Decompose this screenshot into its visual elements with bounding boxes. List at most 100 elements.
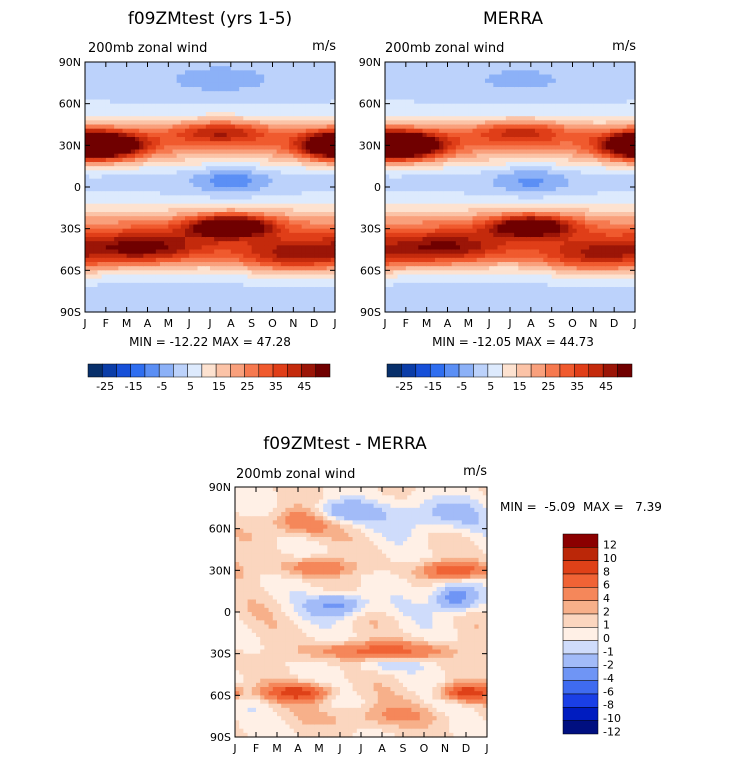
heatmap-cell — [430, 78, 436, 84]
heatmap-cell — [164, 137, 169, 142]
heatmap-cell — [322, 291, 328, 296]
heatmap-cell — [289, 141, 294, 146]
heatmap-cell — [135, 87, 140, 92]
heatmap-cell — [318, 249, 324, 255]
heatmap-cell — [139, 178, 144, 184]
heatmap-cell — [289, 120, 294, 126]
heatmap-cell — [201, 253, 207, 259]
heatmap-cell — [385, 107, 390, 113]
heatmap-cell — [122, 203, 128, 209]
heatmap-cell — [118, 253, 124, 259]
heatmap-cell — [272, 195, 278, 201]
heatmap-cell — [114, 278, 119, 284]
heatmap-cell — [397, 128, 403, 134]
heatmap-cell — [193, 203, 199, 209]
heatmap-cell — [268, 107, 274, 113]
heatmap-cell — [314, 157, 319, 163]
heatmap-cell — [114, 307, 119, 313]
heatmap-cell — [455, 295, 461, 301]
heatmap-cell — [122, 141, 128, 146]
heatmap-cell — [226, 116, 232, 121]
heatmap-cell — [422, 270, 428, 276]
heatmap-cell — [385, 82, 390, 88]
heatmap-cell — [318, 91, 324, 96]
heatmap-cell — [139, 262, 144, 267]
heatmap-cell — [239, 287, 244, 292]
heatmap-cell — [455, 212, 461, 217]
heatmap-cell — [101, 291, 107, 296]
heatmap-cell — [239, 295, 244, 301]
heatmap-cell — [239, 157, 244, 163]
heatmap-cell — [201, 224, 207, 230]
heatmap-cell — [85, 191, 90, 196]
heatmap-cell — [418, 274, 424, 280]
heatmap-cell — [322, 162, 328, 167]
heatmap-cell — [180, 95, 186, 101]
heatmap-cell — [443, 103, 449, 109]
heatmap-cell — [126, 303, 132, 309]
heatmap-cell — [151, 220, 157, 226]
heatmap-cell — [89, 212, 94, 217]
heatmap-cell — [230, 137, 236, 142]
heatmap-cell — [201, 145, 207, 151]
heatmap-cell — [218, 295, 224, 301]
heatmap-cell — [193, 232, 199, 238]
heatmap-cell — [168, 145, 174, 151]
heatmap-cell — [164, 220, 169, 226]
heatmap-cell — [89, 187, 94, 192]
heatmap-cell — [168, 178, 174, 184]
heatmap-cell — [101, 278, 107, 284]
heatmap-cell — [260, 232, 265, 238]
heatmap-cell — [430, 174, 436, 180]
heatmap-cell — [385, 182, 390, 188]
heatmap-cell — [147, 307, 153, 313]
heatmap-cell — [130, 253, 136, 259]
heatmap-cell — [297, 224, 303, 230]
heatmap-cell — [243, 166, 249, 171]
heatmap-cell — [430, 291, 436, 296]
heatmap-cell — [264, 299, 269, 305]
heatmap-cell — [443, 191, 449, 196]
heatmap-cell — [430, 253, 436, 259]
heatmap-cell — [314, 107, 319, 113]
heatmap-cell — [435, 66, 440, 71]
heatmap-cell — [472, 124, 478, 130]
heatmap-cell — [155, 224, 161, 230]
heatmap-cell — [435, 237, 440, 242]
heatmap-cell — [160, 120, 165, 126]
heatmap-cell — [280, 191, 286, 196]
heatmap-cell — [314, 270, 319, 276]
heatmap-cell — [172, 199, 178, 205]
heatmap-cell — [164, 241, 169, 246]
heatmap-cell — [430, 182, 436, 188]
heatmap-cell — [130, 178, 136, 184]
heatmap-cell — [301, 116, 307, 121]
heatmap-cell — [464, 257, 469, 263]
heatmap-cell — [251, 116, 257, 121]
heatmap-cell — [393, 137, 399, 142]
heatmap-cell — [160, 78, 165, 84]
heatmap-cell — [126, 141, 132, 146]
heatmap-cell — [410, 170, 415, 176]
heatmap-cell — [389, 274, 394, 280]
heatmap-cell — [101, 116, 107, 121]
heatmap-cell — [310, 124, 315, 130]
heatmap-cell — [326, 257, 332, 263]
heatmap-cell — [289, 99, 294, 105]
heatmap-cell — [164, 232, 169, 238]
heatmap-cell — [264, 112, 269, 117]
heatmap-cell — [389, 195, 394, 201]
heatmap-cell — [101, 249, 107, 255]
heatmap-cell — [330, 282, 336, 288]
heatmap-cell — [239, 266, 244, 271]
heatmap-cell — [393, 212, 399, 217]
heatmap-cell — [201, 287, 207, 292]
heatmap-cell — [193, 103, 199, 109]
heatmap-cell — [189, 103, 194, 109]
heatmap-cell — [285, 237, 290, 242]
heatmap-cell — [185, 116, 190, 121]
heatmap-cell — [101, 107, 107, 113]
heatmap-cell — [101, 166, 107, 171]
heatmap-cell — [118, 199, 124, 205]
heatmap-cell — [401, 132, 407, 138]
